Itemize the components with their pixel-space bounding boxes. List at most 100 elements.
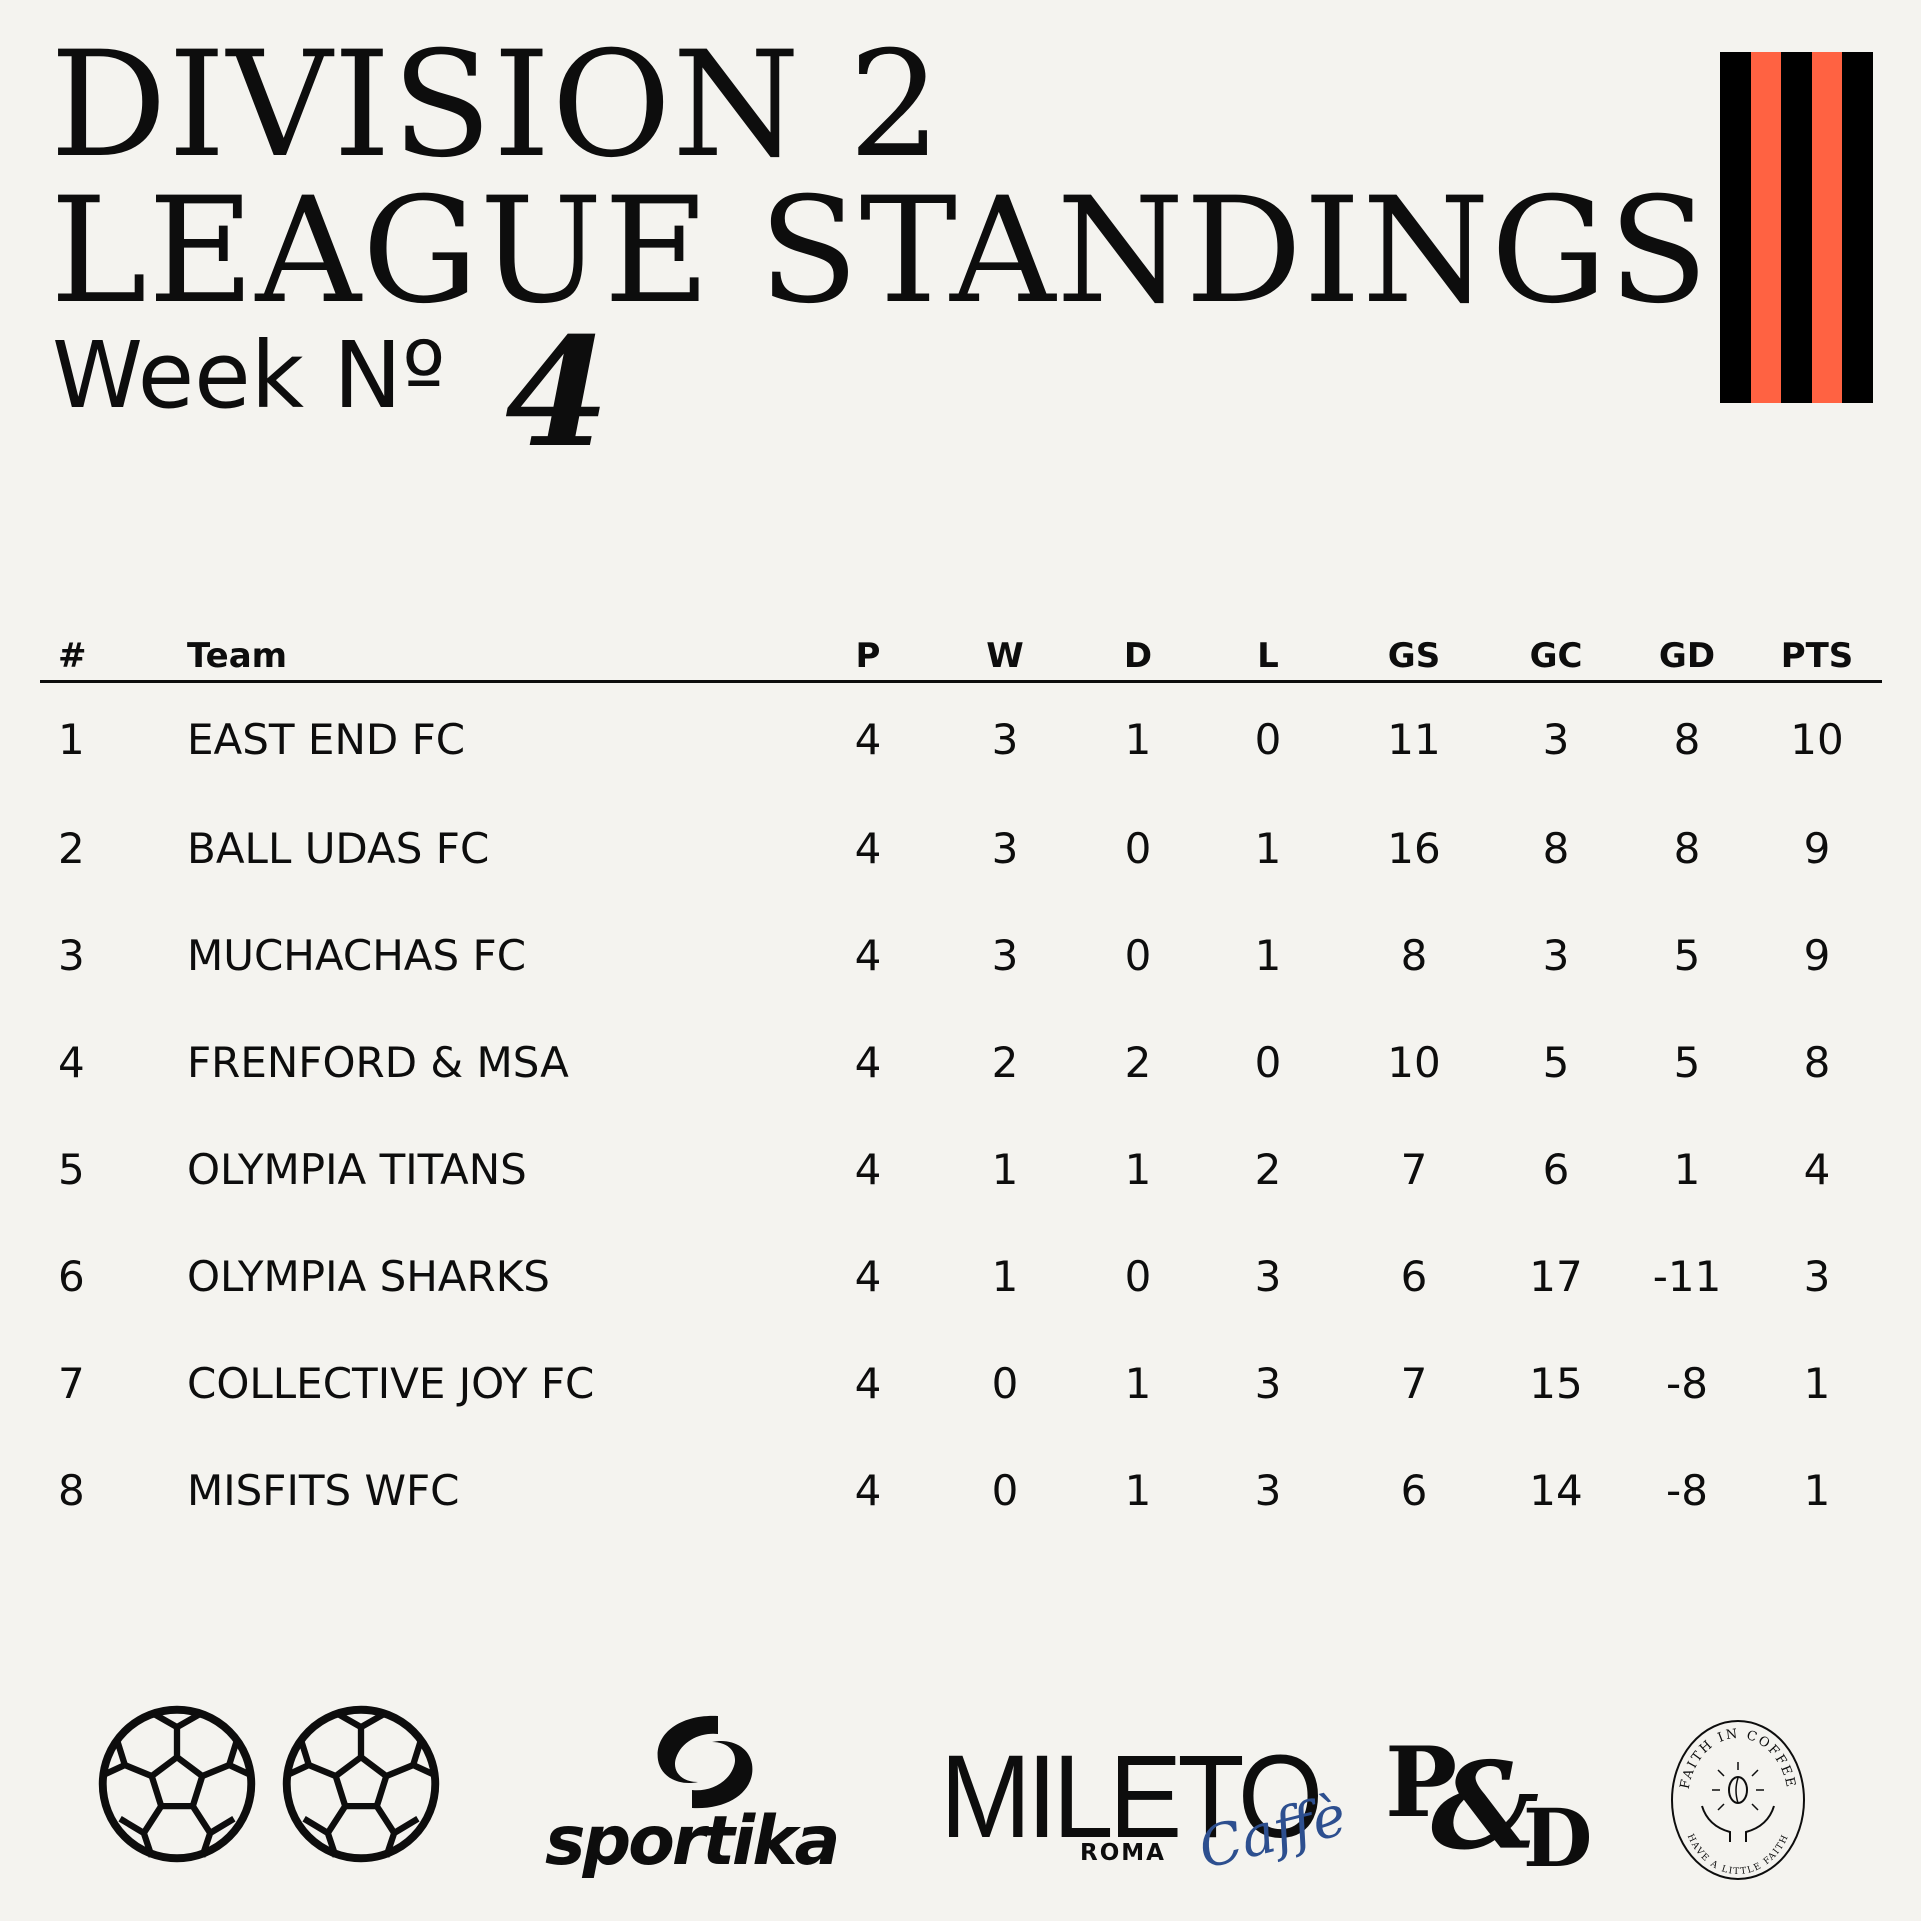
cell-played: 4 <box>854 824 882 873</box>
cell-points: 9 <box>1803 824 1831 873</box>
col-header-goals-scored: GS <box>1338 626 1490 683</box>
cell-team: OLYMPIA SHARKS <box>187 1252 550 1301</box>
cell-goal-difference: 5 <box>1673 931 1701 980</box>
cell-lost: 1 <box>1254 931 1282 980</box>
cell-played: 4 <box>854 931 882 980</box>
cell-goal-difference: 8 <box>1673 824 1701 873</box>
cell-won: 2 <box>991 1038 1019 1087</box>
cell-goals-conceded: 3 <box>1542 714 1570 764</box>
cell-goals-conceded: 14 <box>1529 1466 1583 1515</box>
svg-text:P: P <box>1385 1738 1457 1839</box>
cell-points: 3 <box>1803 1252 1831 1301</box>
cell-points: 9 <box>1803 931 1831 980</box>
standings-table: # Team P W D L GS GC GD PTS 1 EAST END FC… <box>40 626 1882 1544</box>
table-row: 4 FRENFORD & MSA 4 2 2 0 10 5 5 8 <box>40 1009 1882 1116</box>
col-header-rank: # <box>40 626 90 683</box>
week-label: Week Nº <box>52 322 446 429</box>
col-header-points: PTS <box>1752 626 1882 683</box>
cell-drawn: 0 <box>1124 931 1152 980</box>
cell-goals-scored: 11 <box>1387 714 1441 764</box>
title-line-1: DIVISION 2 <box>50 20 943 190</box>
table-row: 1 EAST END FC 4 3 1 0 11 3 8 10 <box>40 682 1882 796</box>
cell-goals-conceded: 17 <box>1529 1252 1583 1301</box>
cell-goals-conceded: 8 <box>1542 824 1570 873</box>
stripes-icon <box>1720 52 1873 403</box>
svg-text:D: D <box>1523 1791 1592 1878</box>
cell-lost: 3 <box>1254 1466 1282 1515</box>
cell-team: MISFITS WFC <box>187 1466 460 1515</box>
football-icon <box>98 1705 256 1863</box>
table-row: 3 MUCHACHAS FC 4 3 0 1 8 3 5 9 <box>40 902 1882 1009</box>
cell-won: 3 <box>991 714 1019 764</box>
cell-won: 3 <box>991 931 1019 980</box>
col-header-won: W <box>932 626 1078 683</box>
sportika-swoosh-icon <box>657 1715 753 1809</box>
cell-played: 4 <box>854 714 882 764</box>
stripe-black <box>1842 52 1873 403</box>
table-header-row: # Team P W D L GS GC GD PTS <box>40 626 1882 683</box>
title-line-2: LEAGUE STANDINGS <box>50 166 1710 336</box>
cell-lost: 3 <box>1254 1359 1282 1408</box>
cell-goals-scored: 10 <box>1387 1038 1441 1087</box>
cell-team: COLLECTIVE JOY FC <box>187 1359 595 1408</box>
cell-goals-scored: 7 <box>1400 1359 1428 1408</box>
cell-points: 4 <box>1803 1145 1831 1194</box>
cell-rank: 5 <box>58 1145 85 1194</box>
cell-goal-difference: -8 <box>1666 1466 1708 1515</box>
cell-played: 4 <box>854 1145 882 1194</box>
pd-logo: P & D <box>1385 1738 1592 1878</box>
cell-rank: 7 <box>58 1359 85 1408</box>
svg-text:FAITH IN COFFEE: FAITH IN COFFEE <box>1678 1727 1798 1791</box>
cell-played: 4 <box>854 1359 882 1408</box>
sportika-logo: sportika <box>545 1802 840 1881</box>
cell-won: 0 <box>991 1466 1019 1515</box>
cell-played: 4 <box>854 1038 882 1087</box>
cell-won: 1 <box>991 1252 1019 1301</box>
table-row: 8 MISFITS WFC 4 0 1 3 6 14 -8 1 <box>40 1437 1882 1544</box>
cell-rank: 1 <box>58 714 85 764</box>
col-header-team: Team <box>90 626 804 683</box>
cell-goals-scored: 6 <box>1400 1252 1428 1301</box>
cell-goals-scored: 16 <box>1387 824 1441 873</box>
cell-lost: 2 <box>1254 1145 1282 1194</box>
cell-goals-conceded: 6 <box>1542 1145 1570 1194</box>
cell-team: EAST END FC <box>187 714 466 764</box>
cell-rank: 8 <box>58 1466 85 1515</box>
svg-text:HAVE A LITTLE FAITH: HAVE A LITTLE FAITH <box>1685 1833 1792 1877</box>
cell-team: FRENFORD & MSA <box>187 1038 569 1087</box>
col-header-drawn: D <box>1078 626 1198 683</box>
cell-rank: 6 <box>58 1252 85 1301</box>
mileto-roma-label: ROMA <box>1080 1840 1166 1866</box>
col-header-played: P <box>804 626 932 683</box>
cell-drawn: 0 <box>1124 824 1152 873</box>
cell-goal-difference: 5 <box>1673 1038 1701 1087</box>
cell-points: 8 <box>1803 1038 1831 1087</box>
cell-drawn: 1 <box>1124 1145 1152 1194</box>
cell-lost: 3 <box>1254 1252 1282 1301</box>
cell-goals-scored: 8 <box>1400 931 1428 980</box>
cell-drawn: 1 <box>1124 1466 1152 1515</box>
cell-drawn: 1 <box>1124 1359 1152 1408</box>
table-row: 6 OLYMPIA SHARKS 4 1 0 3 6 17 -11 3 <box>40 1223 1882 1330</box>
stripe-black <box>1781 52 1812 403</box>
cell-won: 0 <box>991 1359 1019 1408</box>
cell-drawn: 0 <box>1124 1252 1152 1301</box>
cell-drawn: 1 <box>1124 714 1152 764</box>
cell-lost: 1 <box>1254 824 1282 873</box>
cell-goals-conceded: 5 <box>1542 1038 1570 1087</box>
cell-lost: 0 <box>1254 1038 1282 1087</box>
mileto-logo: MILETO <box>940 1731 1323 1863</box>
col-header-lost: L <box>1198 626 1338 683</box>
cell-points: 10 <box>1790 714 1844 764</box>
cell-won: 1 <box>991 1145 1019 1194</box>
cell-rank: 3 <box>58 931 85 980</box>
faith-in-coffee-logo: FAITH IN COFFEE HAVE A LITTLE FAITH <box>1671 1720 1805 1880</box>
col-header-goal-difference: GD <box>1622 626 1752 683</box>
cell-goal-difference: -8 <box>1666 1359 1708 1408</box>
cell-goals-conceded: 15 <box>1529 1359 1583 1408</box>
cell-team: OLYMPIA TITANS <box>187 1145 527 1194</box>
week-number: 4 <box>505 305 610 481</box>
cell-drawn: 2 <box>1124 1038 1152 1087</box>
stripe-orange <box>1750 52 1782 403</box>
stripe-orange <box>1811 52 1843 403</box>
